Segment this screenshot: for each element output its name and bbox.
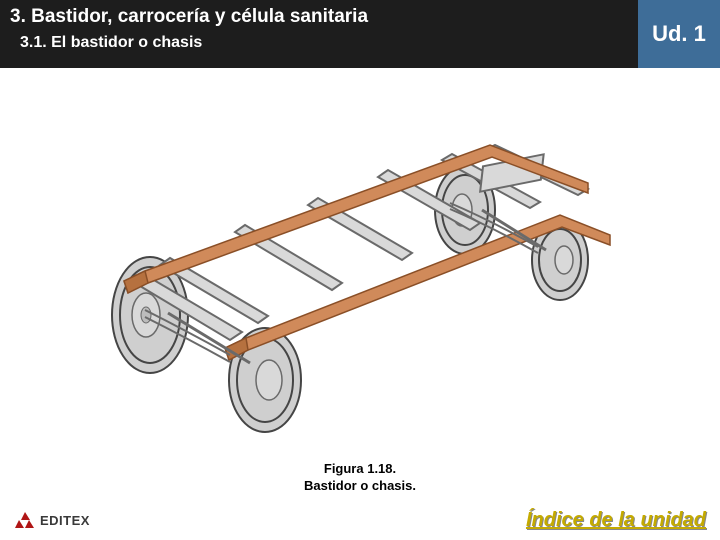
- figure-container: [60, 90, 660, 450]
- section-title: 3. Bastidor, carrocería y célula sanitar…: [10, 6, 710, 28]
- subsection-title: 3.1. El bastidor o chasis: [20, 34, 710, 52]
- publisher-logo: EDITEX: [14, 510, 90, 530]
- figure-caption: Figura 1.18. Bastidor o chasis.: [0, 461, 720, 495]
- caption-line-1: Figura 1.18.: [324, 461, 396, 476]
- unit-badge: Ud. 1: [638, 0, 720, 68]
- slide-header: 3. Bastidor, carrocería y célula sanitar…: [0, 0, 720, 68]
- caption-line-2: Bastidor o chasis.: [304, 478, 416, 493]
- logo-icon: [14, 510, 36, 530]
- chassis-diagram: [90, 105, 630, 435]
- index-link[interactable]: Índice de la unidad: [526, 509, 706, 532]
- logo-text: EDITEX: [40, 513, 90, 528]
